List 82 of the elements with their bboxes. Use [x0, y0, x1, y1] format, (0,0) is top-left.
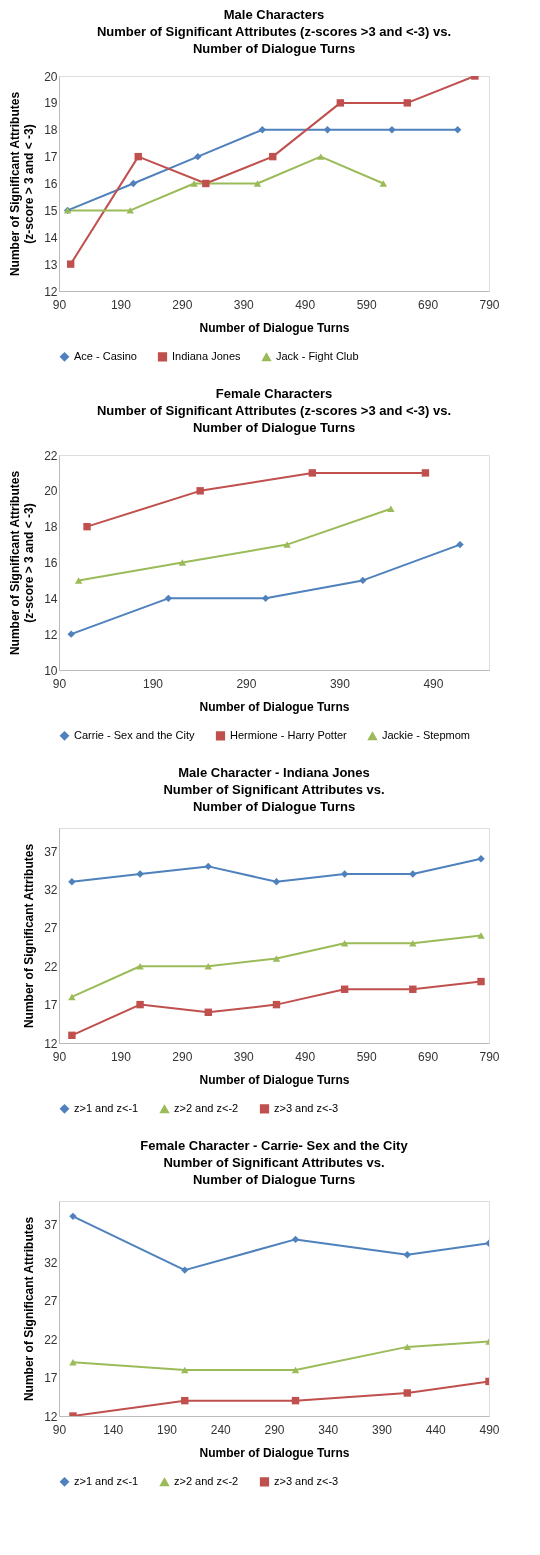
- y-tick-label: 18: [44, 123, 58, 138]
- x-tick-label: 290: [236, 676, 257, 691]
- x-tick-label: 490: [295, 297, 316, 312]
- x-tick-label: 590: [356, 297, 377, 312]
- y-tick-label: 22: [44, 448, 58, 463]
- x-tick-label: 90: [52, 676, 67, 691]
- y-tick-label: 37: [44, 844, 58, 859]
- legend-label: z>1 and z<-1: [74, 1474, 139, 1487]
- x-tick-label: 390: [233, 1049, 255, 1064]
- x-tick-label: 790: [479, 1049, 500, 1064]
- y-tick-label: 16: [44, 177, 58, 191]
- y-tick-label: 27: [44, 921, 58, 936]
- x-tick-label: 90: [52, 297, 67, 312]
- y-tick-label: 14: [44, 591, 58, 606]
- y-tick-label: 17: [44, 1371, 58, 1386]
- y-tick-label: 20: [44, 69, 58, 84]
- y-tick-label: 18: [44, 520, 58, 535]
- x-tick-label: 90: [52, 1049, 67, 1064]
- x-axis-title: Number of Dialogue Turns: [199, 320, 350, 335]
- x-tick-label: 490: [479, 1422, 500, 1437]
- x-tick-label: 440: [425, 1422, 447, 1437]
- y-tick-label: 19: [44, 96, 58, 111]
- x-axis-title: Number of Dialogue Turns: [199, 1445, 350, 1460]
- chart-title: Female Characters Number of Significant Attributes (z-scores >3 and <-3) vs. Number of Dialogue Turns: [96, 386, 452, 435]
- y-tick-label: 13: [44, 257, 58, 272]
- y-tick-label: 12: [44, 1409, 58, 1424]
- x-tick-label: 490: [295, 1049, 316, 1064]
- y-tick-label: 14: [44, 230, 58, 245]
- y-tick-label: 37: [44, 1217, 58, 1232]
- y-tick-label: 17: [44, 150, 58, 165]
- y-tick-label: 22: [44, 1332, 58, 1347]
- x-tick-label: 140: [103, 1422, 124, 1437]
- y-tick-label: 32: [44, 882, 58, 897]
- x-tick-label: 390: [371, 1422, 393, 1437]
- x-tick-label: 290: [172, 1049, 193, 1064]
- x-tick-label: 390: [233, 297, 255, 312]
- legend-label: z>2 and z<-2: [174, 1102, 239, 1115]
- y-tick-label: 12: [44, 627, 58, 642]
- chart-title: Male Characters Number of Significant Attributes (z-scores >3 and <-3) vs. Number of Dialogue Turns: [96, 7, 452, 56]
- x-tick-label: 90: [52, 1422, 67, 1437]
- legend-label: z>3 and z<-3: [274, 1474, 339, 1487]
- x-tick-label: 490: [423, 676, 444, 691]
- y-tick-label: 10: [44, 663, 58, 678]
- x-tick-label: 290: [264, 1422, 285, 1437]
- x-tick-label: 290: [172, 297, 193, 312]
- y-tick-label: 12: [44, 1036, 58, 1051]
- legend-label: Jack - Fight Club: [276, 350, 359, 363]
- x-tick-label: 190: [110, 297, 132, 312]
- y-tick-label: 20: [44, 484, 58, 499]
- y-tick-label: 15: [44, 203, 58, 218]
- x-axis-title: Number of Dialogue Turns: [199, 1072, 350, 1087]
- legend-label: z>1 and z<-1: [74, 1101, 139, 1114]
- x-axis-title: Number of Dialogue Turns: [199, 699, 350, 714]
- y-tick-label: 27: [44, 1294, 58, 1309]
- chart-title: Female Character - Carrie- Sex and the City Number of Significant Attributes vs. Number of Dialogue Turns: [140, 1138, 409, 1187]
- x-tick-label: 790: [479, 297, 500, 312]
- x-tick-label: 690: [418, 1049, 439, 1064]
- legend-label: Jackie - Stepmom: [382, 729, 471, 742]
- x-tick-label: 340: [318, 1422, 339, 1437]
- y-axis-title: Number of Significant Attributes: [22, 1216, 37, 1402]
- legend-label: Indiana Jones: [172, 349, 241, 362]
- x-tick-label: 190: [110, 1049, 132, 1064]
- y-tick-label: 16: [44, 556, 58, 570]
- y-axis-title: Number of Significant Attributes (z-score > 3 and < -3): [8, 91, 37, 277]
- y-axis-title: Number of Significant Attributes: [22, 843, 37, 1029]
- y-axis-title: Number of Significant Attributes (z-score > 3 and < -3): [8, 470, 37, 656]
- y-tick-label: 22: [44, 959, 58, 974]
- legend-label: Hermione - Harry Potter: [230, 728, 348, 741]
- x-tick-label: 240: [210, 1422, 232, 1437]
- x-tick-label: 190: [142, 676, 164, 691]
- y-tick-label: 17: [44, 998, 58, 1013]
- legend-label: z>3 and z<-3: [274, 1101, 339, 1114]
- legend-label: z>2 and z<-2: [174, 1475, 239, 1488]
- x-tick-label: 190: [156, 1422, 178, 1437]
- y-tick-label: 12: [44, 284, 58, 299]
- y-tick-label: 32: [44, 1255, 58, 1270]
- legend-label: Carrie - Sex and the City: [74, 728, 195, 741]
- x-tick-label: 390: [329, 676, 351, 691]
- x-tick-label: 590: [356, 1049, 377, 1064]
- x-tick-label: 690: [418, 297, 439, 312]
- chart-title: Male Character - Indiana Jones Number of Significant Attributes vs. Number of Dialogue Turns: [163, 765, 385, 814]
- legend-label: Ace - Casino: [74, 349, 137, 362]
